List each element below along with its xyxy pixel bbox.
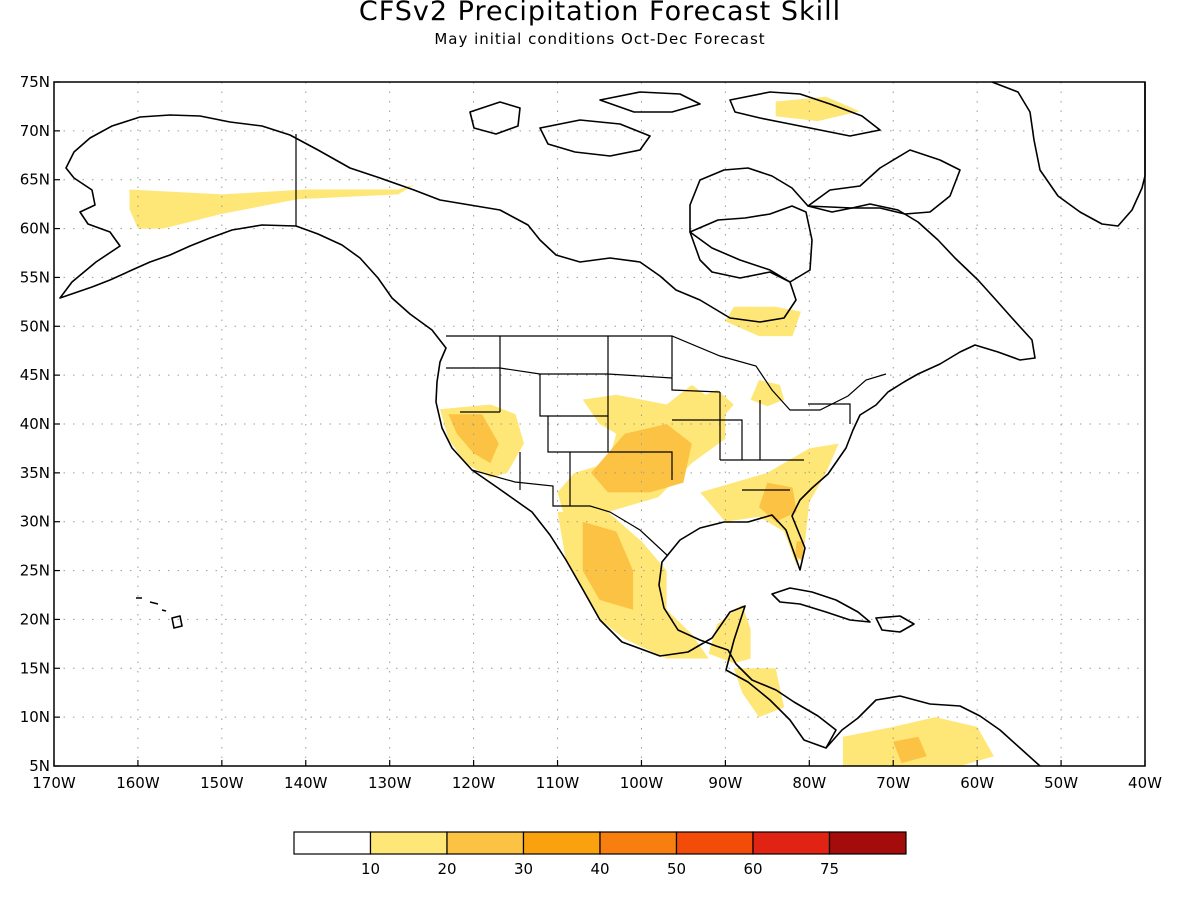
colorbar-swatch	[446, 831, 525, 855]
us-mexico-border	[471, 469, 669, 557]
map-gridlines	[54, 82, 1145, 766]
skill-region-central-america	[733, 668, 785, 718]
lon-tick-label: 90W	[708, 774, 742, 792]
lon-tick-label: 170W	[32, 774, 76, 792]
skill-region-greenland-north	[775, 96, 860, 122]
colorbar-swatch	[369, 831, 448, 855]
lon-tick-label: 40W	[1128, 774, 1162, 792]
coastlines	[59, 81, 1146, 767]
lat-tick-label: 20N	[20, 610, 50, 628]
lat-tick-label: 5N	[29, 757, 50, 775]
hawaii-coastline	[171, 615, 183, 629]
colorbar-label: 10	[361, 860, 380, 878]
hawaii-islets-coastline	[136, 597, 167, 612]
political-borders	[295, 134, 887, 557]
longitude-labels: 170W 160W 150W 140W 130W 120W 110W 100W 90W 80W 70…	[32, 760, 1162, 792]
chart-title: CFSv2 Precipitation Forecast Skill	[358, 0, 842, 27]
colorbar-swatch	[293, 831, 372, 855]
north-america-coastline	[59, 114, 1036, 749]
chart-subtitle: May initial conditions Oct-Dec Forecast	[434, 30, 766, 48]
colorbar-label: 40	[590, 860, 609, 878]
colorbar-swatch	[828, 831, 907, 855]
arctic-islands-coastline	[729, 91, 881, 137]
lon-tick-label: 140W	[284, 774, 328, 792]
colorbar-legend: 10 20 30 40 50 60 75	[293, 831, 907, 878]
skill-region-mexico-core	[582, 521, 634, 610]
skill-region-alaska-south	[129, 184, 415, 229]
baffin-island-coastline	[807, 149, 961, 215]
colorbar-label: 30	[514, 860, 533, 878]
lon-tick-label: 150W	[200, 774, 244, 792]
colorbar-label: 60	[743, 860, 762, 878]
lon-tick-label: 60W	[960, 774, 994, 792]
skill-region-great-lakes	[750, 380, 785, 407]
us-state-lines	[446, 336, 851, 506]
lat-tick-label: 10N	[20, 708, 50, 726]
victoria-island-coastline	[539, 119, 651, 157]
us-canada-border	[446, 335, 887, 411]
skill-region-california-nevada-core	[448, 414, 499, 464]
greenland-coastline	[991, 81, 1146, 227]
lat-tick-label: 40N	[20, 415, 50, 433]
lat-tick-label: 75N	[20, 73, 50, 91]
colorbar-label: 75	[820, 860, 839, 878]
lat-tick-label: 45N	[20, 366, 50, 384]
banks-island-coastline	[469, 101, 521, 135]
colorbar-swatch	[675, 831, 754, 855]
cuba-coastline	[771, 587, 871, 623]
latitude-labels: 75N 70N 65N 60N 55N 50N 45N 40N 35N 30N 25N 20N 15N 1…	[20, 73, 60, 775]
lat-tick-label: 60N	[20, 220, 50, 238]
colorbar-label: 20	[437, 860, 456, 878]
lat-tick-label: 15N	[20, 659, 50, 677]
skill-region-south-america-core	[893, 736, 927, 764]
lon-tick-label: 110W	[536, 774, 580, 792]
lon-tick-label: 120W	[452, 774, 496, 792]
skill-region-florida-core	[795, 541, 805, 561]
skill-region-southeast-core	[759, 482, 797, 522]
hispaniola-coastline	[875, 615, 915, 633]
lat-tick-label: 35N	[20, 464, 50, 482]
lat-tick-label: 50N	[20, 317, 50, 335]
lon-tick-label: 100W	[620, 774, 664, 792]
lat-tick-label: 30N	[20, 513, 50, 531]
hudson-bay-coastline	[689, 205, 813, 283]
skill-region-iowa	[683, 389, 734, 424]
colorbar-swatch	[522, 831, 601, 855]
colorbar-label: 50	[667, 860, 686, 878]
lon-tick-label: 160W	[116, 774, 160, 792]
colorbar-swatch	[599, 831, 678, 855]
lat-tick-label: 70N	[20, 122, 50, 140]
south-america-coastline	[825, 695, 1041, 767]
lon-tick-label: 80W	[792, 774, 826, 792]
lat-tick-label: 65N	[20, 171, 50, 189]
lon-tick-label: 70W	[876, 774, 910, 792]
lat-tick-label: 25N	[20, 562, 50, 580]
lon-tick-label: 130W	[368, 774, 412, 792]
skill-shading-layer	[129, 96, 994, 766]
colorbar-swatch	[752, 831, 831, 855]
arctic-island-north-coastline	[599, 91, 701, 113]
lat-tick-label: 55N	[20, 268, 50, 286]
lon-tick-label: 50W	[1044, 774, 1078, 792]
skill-region-central-core	[591, 424, 692, 493]
